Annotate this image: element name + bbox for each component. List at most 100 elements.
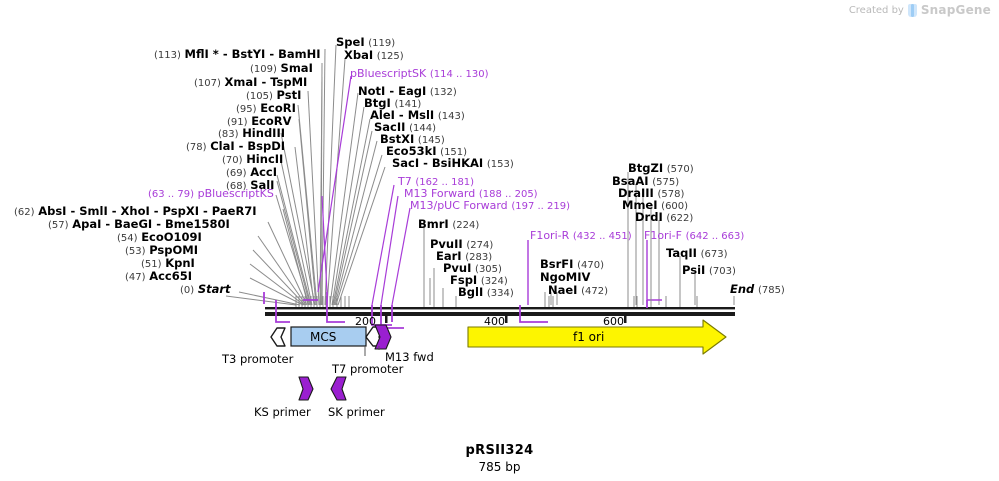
- enzyme-name: SmlI: [79, 204, 108, 218]
- m13-fwd-shape[interactable]: [374, 324, 392, 350]
- enzyme-label-324[interactable]: FspI (324): [450, 274, 508, 288]
- enzyme-label-141[interactable]: BtgI (141): [364, 97, 421, 111]
- m13-fwd-label: M13 fwd: [385, 350, 434, 364]
- enzyme-label-334[interactable]: BglI (334): [458, 286, 514, 300]
- enzyme-label-578[interactable]: DraIII (578): [618, 187, 684, 201]
- enzyme-name: PsiI: [682, 263, 706, 277]
- enzyme-name: SacI: [392, 156, 420, 170]
- t3-promoter-shape[interactable]: [270, 327, 286, 347]
- enzyme-label-53[interactable]: (53) PspOMI: [125, 244, 198, 258]
- enzyme-position: (141): [394, 99, 422, 110]
- sequence-backbone: [265, 307, 735, 316]
- enzyme-position: (703): [708, 266, 736, 277]
- enzyme-label-78[interactable]: (78) ClaI - BspDI: [186, 139, 286, 153]
- enzyme-label-224[interactable]: BmrI (224): [418, 218, 479, 232]
- enzyme-position: (125): [376, 51, 404, 62]
- enzyme-position: (53): [125, 246, 146, 257]
- enzyme-position: (132): [429, 87, 457, 98]
- sk-primer-shape[interactable]: [330, 376, 347, 401]
- enzyme-name: FspI: [450, 273, 478, 287]
- feature-label-pbluescriptsk[interactable]: pBluescriptSK (114 .. 130): [350, 67, 489, 81]
- start-label[interactable]: (0) Start: [180, 283, 231, 297]
- snapgene-watermark: Created by SnapGene: [849, 3, 991, 17]
- enzyme-position: (113): [154, 50, 181, 61]
- enzyme-name: BglI: [458, 285, 484, 299]
- end-position: (785): [757, 285, 785, 296]
- watermark-brand: SnapGene: [920, 3, 991, 17]
- cut-site-ticks: [295, 296, 698, 307]
- enzyme-position: (83): [218, 129, 239, 140]
- feature-label-pbluescriptks[interactable]: (63 .. 79) pBluescriptKS: [148, 187, 274, 201]
- enzyme-name: NaeI: [548, 283, 578, 297]
- enzyme-label-69[interactable]: (69) AccI: [226, 166, 277, 180]
- enzyme-label-703[interactable]: PsiI (703): [682, 264, 736, 278]
- plasmid-length: 785 bp: [478, 460, 521, 474]
- feature-range: (162 .. 181): [415, 177, 475, 188]
- enzyme-label-600[interactable]: MmeI (600): [622, 199, 688, 213]
- axis-tick-label-600: 600: [603, 315, 624, 328]
- feature-label-m13-forward[interactable]: M13 Forward (188 .. 205): [404, 187, 538, 201]
- enzyme-name: Acc65I: [149, 269, 193, 283]
- enzyme-label-153[interactable]: SacI - BsiHKAI (153): [392, 156, 514, 170]
- enzyme-name: Eco53kI: [386, 144, 437, 158]
- enzyme-name: MmeI: [622, 198, 658, 212]
- enzyme-label-91[interactable]: (91) EcoRV: [227, 115, 292, 129]
- enzyme-label-105[interactable]: (105) PstI: [246, 89, 301, 103]
- feature-label-f1ori-r[interactable]: F1ori-R (432 .. 451): [530, 229, 632, 243]
- enzyme-label-95[interactable]: (95) EcoRI: [236, 102, 296, 116]
- enzyme-label-673[interactable]: TaqII (673): [666, 247, 727, 261]
- enzyme-name: KpnI: [165, 256, 195, 270]
- feature-range: (63 .. 79): [148, 189, 194, 200]
- enzyme-label-54[interactable]: (54) EcoO109I: [117, 231, 202, 245]
- enzyme-label-47[interactable]: (47) Acc65I: [125, 270, 192, 284]
- enzyme-label-113[interactable]: (113) MflI * - BstYI - BamHI: [154, 47, 321, 61]
- enzyme-label-144[interactable]: SacII (144): [374, 121, 436, 135]
- enzyme-label-62[interactable]: (62) AbsI - SmlI - XhoI - PspXI - PaeR7I: [14, 204, 257, 218]
- enzyme-label-ngomiv[interactable]: NgoMIV: [540, 271, 590, 283]
- enzyme-name: TspMI: [270, 75, 308, 89]
- enzyme-label-143[interactable]: AleI - MslI (143): [370, 108, 465, 122]
- enzyme-label-274[interactable]: PvuII (274): [430, 238, 493, 252]
- ks-primer-shape[interactable]: [298, 376, 314, 401]
- t7-caption-connector: [364, 346, 380, 356]
- enzyme-position: (470): [577, 260, 604, 271]
- enzyme-label-107[interactable]: (107) XmaI - TspMI: [194, 75, 308, 89]
- enzyme-label-70[interactable]: (70) HincII: [222, 153, 283, 167]
- enzyme-label-283[interactable]: EarI (283): [436, 250, 492, 264]
- enzyme-name: EcoRI: [260, 101, 296, 115]
- enzyme-label-622[interactable]: DrdI (622): [635, 211, 693, 225]
- feature-name: pBluescriptSK: [350, 67, 427, 80]
- enzyme-label-119[interactable]: SpeI (119): [336, 36, 395, 50]
- enzyme-label-125[interactable]: XbaI (125): [344, 49, 404, 63]
- enzyme-name: XhoI: [120, 204, 150, 218]
- f1-ori-shape[interactable]: [467, 319, 727, 355]
- enzyme-name: EcoO109I: [141, 230, 202, 244]
- axis-tick-label-400: 400: [484, 315, 505, 328]
- enzyme-position: (578): [657, 189, 685, 200]
- enzyme-label-470[interactable]: BsrFI (470): [540, 258, 604, 272]
- feature-label-t7[interactable]: T7 (162 .. 181): [398, 175, 474, 189]
- enzyme-label-575[interactable]: BsaAI (575): [612, 175, 679, 189]
- enzyme-label-109[interactable]: (109) SmaI: [250, 62, 313, 76]
- feature-label-f1ori-f[interactable]: F1ori-F (642 .. 663): [644, 229, 744, 243]
- axis-tick-label-200: 200: [355, 315, 376, 328]
- feature-brackets: [263, 292, 648, 329]
- enzyme-label-83[interactable]: (83) HindIII: [218, 127, 285, 141]
- feature-name: pBluescriptKS: [197, 187, 274, 200]
- enzyme-label-51[interactable]: (51) KpnI: [141, 257, 195, 271]
- feature-label-m13-puc-forward[interactable]: M13/pUC Forward (197 .. 219): [410, 199, 570, 213]
- enzyme-name: SacII: [374, 120, 406, 134]
- enzyme-name: BmrI: [418, 217, 449, 231]
- enzyme-label-305[interactable]: PvuI (305): [443, 262, 502, 276]
- enzyme-name: DraIII: [618, 186, 654, 200]
- enzyme-label-570[interactable]: BtgZI (570): [628, 162, 694, 176]
- enzyme-label-68[interactable]: (68) SalI: [226, 179, 274, 193]
- enzyme-label-472[interactable]: NaeI (472): [548, 284, 608, 298]
- end-label[interactable]: End (785): [730, 283, 785, 297]
- enzyme-label-145[interactable]: BstXI (145): [380, 133, 445, 147]
- enzyme-position: (95): [236, 104, 257, 115]
- enzyme-label-57[interactable]: (57) ApaI - BaeGI - Bme1580I: [48, 217, 230, 231]
- enzyme-label-132[interactable]: NotI - EagI (132): [358, 84, 457, 98]
- enzyme-label-151[interactable]: Eco53kI (151): [386, 145, 467, 159]
- enzyme-name: AbsI: [38, 204, 67, 218]
